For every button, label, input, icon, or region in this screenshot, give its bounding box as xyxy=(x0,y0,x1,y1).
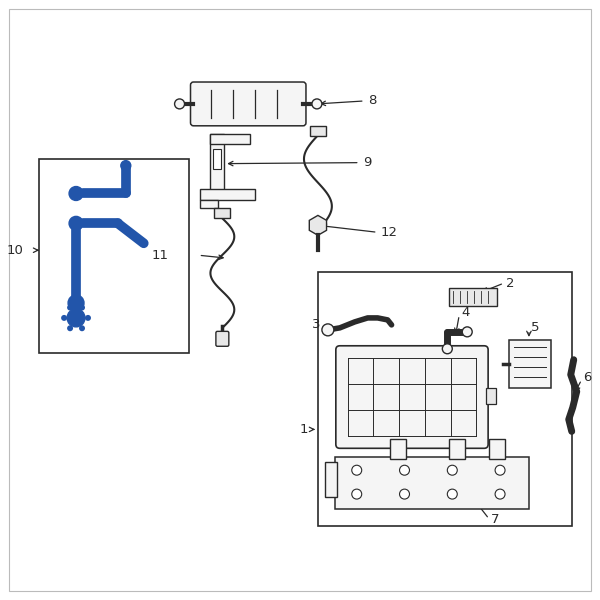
Circle shape xyxy=(67,305,73,311)
Circle shape xyxy=(85,315,91,321)
Bar xyxy=(214,149,221,169)
Circle shape xyxy=(442,344,452,354)
Text: 4: 4 xyxy=(461,307,470,319)
Text: 9: 9 xyxy=(363,156,371,169)
Circle shape xyxy=(448,489,457,499)
Bar xyxy=(39,158,188,353)
Circle shape xyxy=(352,465,362,475)
Text: 11: 11 xyxy=(152,249,169,262)
Bar xyxy=(214,208,230,218)
Circle shape xyxy=(400,489,409,499)
FancyBboxPatch shape xyxy=(191,82,306,126)
Circle shape xyxy=(495,465,505,475)
Circle shape xyxy=(68,295,84,311)
Text: 1: 1 xyxy=(299,423,308,436)
Bar xyxy=(200,200,218,208)
Circle shape xyxy=(121,161,131,170)
Bar xyxy=(486,388,496,404)
Circle shape xyxy=(448,465,457,475)
Bar xyxy=(449,288,497,306)
Bar xyxy=(211,134,224,199)
Bar xyxy=(449,439,465,459)
Circle shape xyxy=(69,187,83,200)
Bar xyxy=(325,462,337,497)
Circle shape xyxy=(67,325,73,331)
Circle shape xyxy=(175,99,185,109)
Text: 5: 5 xyxy=(531,322,539,334)
Text: 2: 2 xyxy=(506,277,515,290)
Circle shape xyxy=(61,315,67,321)
Bar xyxy=(489,439,505,459)
Circle shape xyxy=(79,305,85,311)
Text: 6: 6 xyxy=(583,371,591,384)
Text: 3: 3 xyxy=(313,319,321,331)
Bar xyxy=(211,134,250,144)
Circle shape xyxy=(67,309,85,327)
Circle shape xyxy=(69,217,83,230)
Text: 7: 7 xyxy=(491,514,500,526)
Bar xyxy=(200,188,255,200)
Circle shape xyxy=(352,489,362,499)
Polygon shape xyxy=(309,215,326,235)
Circle shape xyxy=(79,325,85,331)
Circle shape xyxy=(322,324,334,336)
Circle shape xyxy=(495,489,505,499)
Text: 8: 8 xyxy=(368,94,376,107)
Text: 12: 12 xyxy=(380,226,398,239)
Bar xyxy=(509,340,551,388)
FancyBboxPatch shape xyxy=(216,331,229,346)
Circle shape xyxy=(400,465,409,475)
Text: 10: 10 xyxy=(7,244,23,257)
Bar xyxy=(389,439,406,459)
Bar xyxy=(318,272,572,526)
Circle shape xyxy=(312,99,322,109)
FancyBboxPatch shape xyxy=(336,346,488,448)
Bar xyxy=(335,457,529,509)
Bar xyxy=(310,126,326,136)
Circle shape xyxy=(462,327,472,337)
